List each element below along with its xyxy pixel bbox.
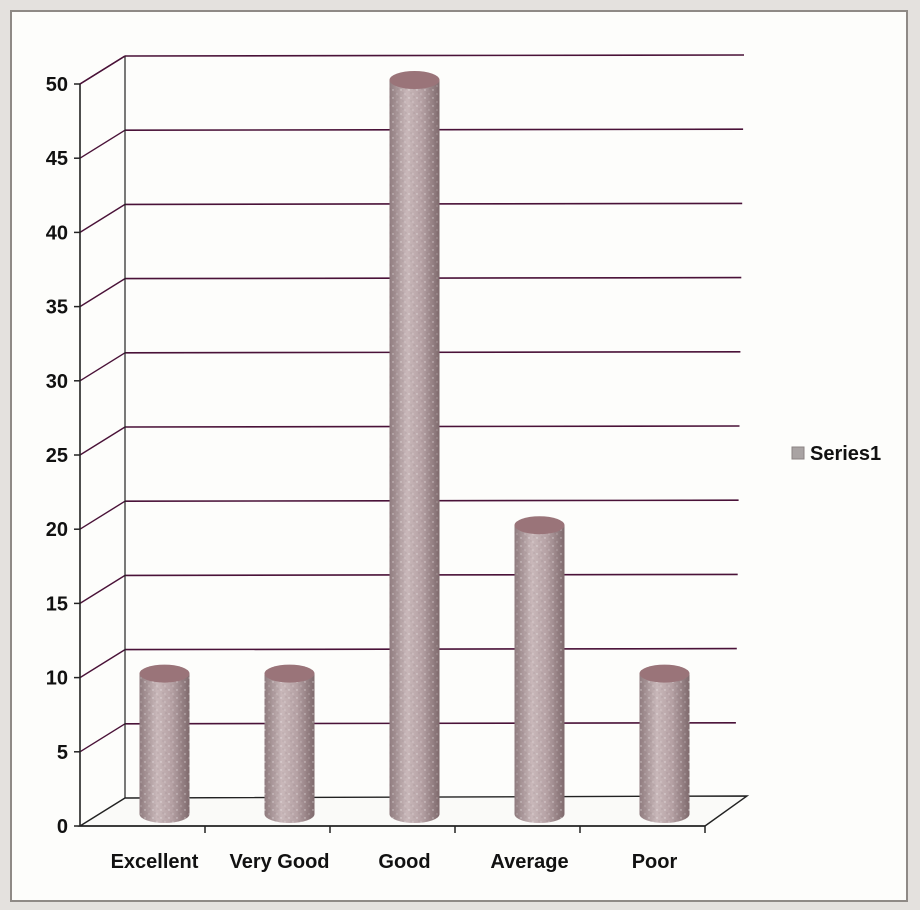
x-category-label: Excellent	[111, 851, 199, 873]
gridline-diagonal	[79, 723, 126, 753]
y-tick-label: 35	[46, 297, 68, 319]
y-tick-label: 20	[46, 519, 68, 541]
gridline-diagonal	[79, 129, 126, 159]
bar-texture	[139, 673, 190, 823]
legend-swatch	[791, 446, 805, 460]
gridline-diagonal	[79, 352, 126, 382]
bar-texture	[639, 673, 690, 823]
gridline-diagonal	[79, 500, 126, 530]
gridline-diagonal	[79, 278, 126, 308]
y-tick-label: 30	[46, 371, 68, 393]
y-tick-label: 40	[46, 222, 68, 244]
bar-texture	[264, 673, 315, 823]
bars	[139, 71, 690, 823]
bar-top	[264, 664, 315, 683]
y-tick-label: 45	[46, 148, 68, 170]
y-tick-label: 25	[46, 445, 68, 467]
y-tick-label: 5	[57, 742, 68, 764]
bar-top	[639, 664, 690, 683]
x-category-label: Poor	[632, 851, 678, 873]
legend-label: Series1	[810, 443, 881, 465]
gridline-diagonal	[79, 574, 126, 604]
bar	[639, 664, 690, 823]
bar	[264, 664, 315, 823]
x-category-label: Good	[378, 851, 430, 873]
bar-top	[389, 71, 440, 89]
tick-labels: 0 5 10 15 20 25 30 35 40 45 50 Excellent Very Good Go…	[46, 74, 678, 873]
bar-texture	[389, 80, 440, 823]
bar-top	[139, 664, 190, 683]
bar-top	[514, 516, 565, 535]
y-tick-label: 50	[46, 74, 68, 96]
bar	[139, 664, 190, 823]
y-tick-label: 15	[46, 593, 68, 615]
y-tick-label: 10	[46, 668, 68, 690]
bar-texture	[514, 525, 565, 823]
legend: Series1	[791, 443, 881, 465]
x-category-label: Very Good	[229, 851, 329, 873]
y-tick-label: 0	[57, 816, 68, 838]
gridline-diagonal	[79, 649, 126, 679]
x-category-label: Average	[490, 851, 568, 873]
gridline-diagonal	[79, 55, 126, 85]
bar	[514, 516, 565, 823]
gridline	[124, 54, 745, 57]
gridline-diagonal	[79, 203, 126, 233]
bar	[389, 71, 440, 823]
gridline-diagonal	[79, 426, 126, 456]
